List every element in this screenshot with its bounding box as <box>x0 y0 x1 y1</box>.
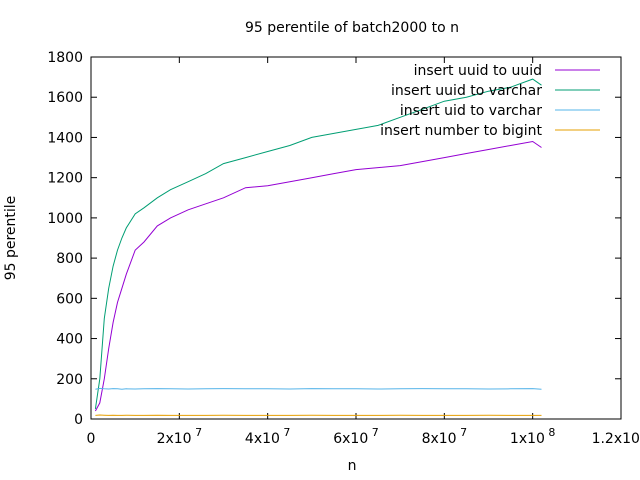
x-tick-label: 1x10 8 <box>510 426 556 447</box>
chart-title: 95 perentile of batch2000 to n <box>245 20 459 36</box>
x-tick-label: 2x10 7 <box>157 426 203 447</box>
x-tick-label: 6x10 7 <box>333 426 379 447</box>
y-tick-label: 1800 <box>47 50 83 66</box>
series-line-1 <box>94 140 542 412</box>
x-tick-label: 4x10 7 <box>245 426 291 447</box>
legend-label: insert uid to varchar <box>400 103 542 119</box>
series-line-3 <box>95 387 542 390</box>
legend-label: insert number to bigint <box>380 123 542 139</box>
legend-label: insert uuid to uuid <box>414 63 542 79</box>
y-tick-label: 1000 <box>47 211 83 227</box>
y-tick-label: 600 <box>56 291 83 307</box>
y-axis-label: 95 perentile <box>3 196 19 281</box>
y-tick-label: 800 <box>56 251 83 267</box>
x-tick-label: 8x10 7 <box>422 426 468 447</box>
x-tick-label: 1.2x10 8 <box>592 426 640 447</box>
y-tick-label: 1600 <box>47 90 83 106</box>
y-tick-label: 1400 <box>47 130 83 146</box>
y-tick-label: 200 <box>56 372 83 388</box>
x-axis-label: n <box>348 458 357 474</box>
y-tick-label: 0 <box>74 412 83 428</box>
legend: insert uuid to uuid insert uuid to varcha… <box>380 63 600 139</box>
series-line-2 <box>94 78 542 409</box>
y-tick-label: 1200 <box>47 171 83 187</box>
x-tick-label: 0 <box>87 431 96 447</box>
legend-label: insert uuid to varchar <box>391 83 542 99</box>
series-layer <box>94 78 542 416</box>
axis-ticks: 0 200 400 600 800 1000 1200 1400 1600 1800 0 2x10 7… <box>47 50 640 447</box>
y-tick-label: 400 <box>56 332 83 348</box>
